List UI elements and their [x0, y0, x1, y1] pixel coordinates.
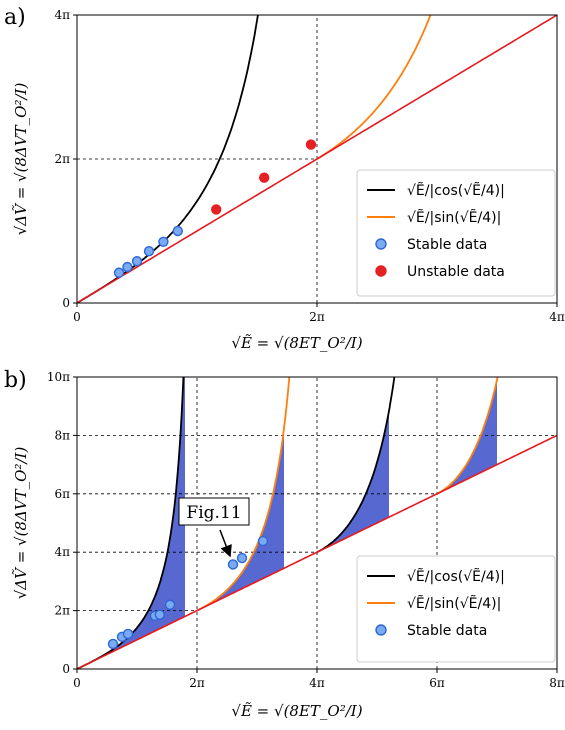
data-point-7 [227, 559, 239, 570]
data-point-6 [172, 225, 184, 237]
data-point-1 [113, 267, 125, 278]
legend-label: √Ẽ/|cos(√Ẽ/4)| [407, 182, 505, 199]
legend-swatch [375, 265, 387, 277]
y-tick-label: 4π [54, 545, 70, 559]
curve-sin-1 [196, 377, 291, 612]
stability-band-2 [197, 428, 284, 611]
x-axis-title: √Ẽ = √(8ET_O²/I) [231, 702, 362, 720]
data-point-6 [164, 599, 176, 610]
data-point-1 [210, 204, 222, 215]
legend: √Ẽ/|cos(√Ẽ/4)| √Ẽ/|sin(√Ẽ/4)| Stable data U… [356, 169, 556, 297]
x-tick-label: 0 [73, 676, 81, 690]
y-axis-title: √ΔṼ = √(8ΔVT_O²/I) [12, 447, 30, 600]
data-point-5 [154, 609, 166, 620]
legend-item: Stable data [375, 623, 487, 639]
x-tick-label: 8π [549, 676, 565, 690]
panel-a: 0 2π 4π 0 2π 4π a) √Ẽ = √(8ET_O²/I) √ΔṼ = √(8ΔVT… [4, 5, 565, 352]
x-tick-label: 4π [309, 676, 325, 690]
legend-item: √Ẽ/|cos(√Ẽ/4)| [367, 568, 505, 585]
legend-label: Stable data [407, 237, 487, 253]
x-tick-label: 0 [73, 310, 81, 324]
x-tick-label: 2π [309, 310, 325, 324]
data-point-3 [131, 256, 143, 267]
legend-item: √Ẽ/|sin(√Ẽ/4)| [367, 209, 501, 226]
legend-box [356, 555, 556, 663]
data-point-2 [122, 261, 133, 273]
annotation-box [178, 497, 250, 526]
x-axis-title: √Ẽ = √(8ET_O²/I) [231, 334, 362, 352]
legend-label: √Ẽ/|sin(√Ẽ/4)| [407, 595, 501, 612]
legend-item: Unstable data [375, 264, 505, 280]
y-tick-label: 8π [54, 428, 70, 442]
stability-band-3 [317, 410, 389, 553]
y-tick-label: 10π [47, 370, 70, 384]
data-point-5 [158, 236, 169, 248]
y-tick-label: 4π [54, 8, 70, 22]
curve-identity-1 [77, 434, 557, 669]
y-tick-label: 0 [62, 296, 70, 310]
legend-label: Unstable data [407, 264, 505, 280]
legend-item: √Ẽ/|cos(√Ẽ/4)| [367, 182, 505, 199]
data-point-2 [259, 172, 270, 183]
y-tick-label: 2π [54, 604, 70, 618]
legend-label: √Ẽ/|cos(√Ẽ/4)| [407, 568, 505, 585]
legend-item: √Ẽ/|sin(√Ẽ/4)| [367, 595, 501, 612]
annotation-arrow [219, 529, 232, 558]
legend: √Ẽ/|cos(√Ẽ/4)| √Ẽ/|sin(√Ẽ/4)| Stable data [356, 555, 556, 663]
data-point-1 [107, 638, 119, 650]
curve-sin-1 [316, 15, 432, 160]
curve-sin-2 [436, 377, 499, 495]
legend-label: √Ẽ/|sin(√Ẽ/4)| [407, 209, 501, 226]
panel-label: b) [4, 368, 27, 393]
y-axis-title: √ΔṼ = √(8ΔVT_O²/I) [12, 83, 30, 236]
panel-b: 0 2π 4π 6π 8π 0 2π 4π 6π 8π 10π b) √Ẽ = √(8ET_O²/I) √… [4, 368, 565, 720]
y-tick-label: 2π [54, 152, 70, 166]
stable-data-points [113, 225, 184, 278]
legend-label: Stable data [407, 623, 487, 639]
curves [77, 377, 557, 669]
curve-cos-2 [316, 377, 396, 554]
legend-item: Stable data [375, 237, 487, 253]
data-point-3 [305, 139, 317, 150]
data-point-9 [257, 535, 269, 547]
curve-identity-1 [77, 15, 557, 303]
guide-lines [77, 15, 318, 303]
x-tick-label: 4π [549, 310, 565, 324]
y-tick-label: 6π [54, 487, 70, 501]
unstable-data-points [210, 139, 317, 215]
annotation-label: Fig.11 [186, 503, 241, 523]
legend-box [356, 169, 556, 297]
stability-region [77, 377, 497, 669]
annotation: Fig.11 [178, 497, 250, 558]
stability-band-4 [437, 379, 497, 494]
curve-cos-1 [77, 15, 259, 303]
panel-label: a) [4, 5, 26, 30]
x-tick-label: 2π [189, 676, 205, 690]
data-point-4 [143, 245, 155, 257]
stability-band-1 [77, 377, 185, 669]
data-point-3 [122, 628, 134, 640]
data-point-8 [236, 552, 248, 564]
legend-swatch [375, 624, 387, 636]
stable-data-points [107, 535, 269, 650]
legend-swatch [375, 238, 387, 250]
y-tick-label: 0 [62, 662, 70, 676]
x-tick-label: 6π [429, 676, 445, 690]
